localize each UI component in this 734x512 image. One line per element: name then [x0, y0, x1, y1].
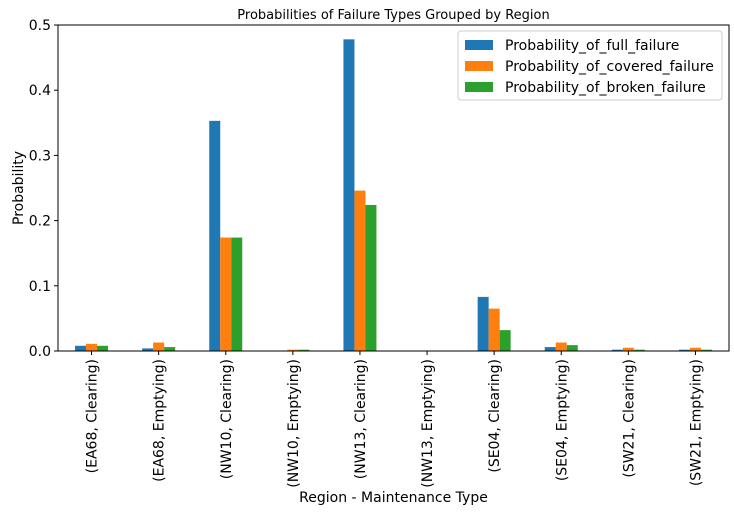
x-tick-label: (SW21, Clearing) [621, 359, 637, 478]
y-tick-label: 0.2 [29, 214, 51, 230]
x-axis-label: Region - Maintenance Type [299, 490, 488, 506]
y-tick-label: 0.4 [29, 83, 51, 99]
bar-1-10 [678, 349, 690, 351]
bar-2-4 [287, 349, 299, 351]
x-tick-label: (EA68, Emptying) [152, 359, 168, 482]
bar-2-10 [689, 347, 701, 351]
x-tick-label: (NW13, Clearing) [353, 359, 369, 479]
bars-group [75, 39, 712, 352]
y-tick-label: 0.0 [29, 344, 51, 360]
bar-1-5 [343, 39, 355, 352]
x-tick-label: (SW21, Emptying) [688, 359, 704, 486]
bar-1-3 [209, 120, 221, 352]
plot-frame [57, 24, 730, 352]
bar-2-2 [153, 342, 165, 351]
bar-2-1 [86, 343, 98, 351]
legend-swatch [465, 40, 493, 50]
x-tick-label: (SE04, Emptying) [554, 359, 570, 481]
y-tick-label: 0.3 [29, 148, 51, 164]
x-tick-label: (NW10, Clearing) [219, 359, 235, 479]
legend: Probability_of_full_failure Probability_o… [457, 30, 723, 101]
bar-1-7 [477, 296, 489, 351]
x-tick-label: (NW10, Emptying) [286, 359, 302, 488]
bar-3-2 [164, 347, 176, 351]
x-tick-label: (SE04, Clearing) [487, 359, 503, 473]
bar-1-9 [611, 349, 623, 351]
chart-title: Probabilities of Failure Types Grouped b… [237, 8, 549, 23]
bar-2-3 [220, 237, 232, 351]
bar-3-3 [231, 237, 243, 351]
legend-swatch [465, 82, 493, 92]
y-tick-label: 0.5 [29, 18, 51, 34]
bar-2-7 [488, 308, 500, 351]
bar-3-4 [298, 349, 310, 351]
bar-2-9 [622, 347, 634, 351]
bar-1-8 [544, 347, 556, 351]
legend-label: Probability_of_broken_failure [505, 80, 706, 96]
bar-1-2 [142, 348, 154, 351]
bar-3-8 [566, 345, 578, 351]
y-axis: 0.0 0.1 0.2 0.3 0.4 0.5 [29, 18, 58, 360]
bar-2-8 [555, 342, 567, 351]
legend-swatch [465, 61, 493, 71]
x-tick-label: (NW13, Emptying) [420, 359, 436, 488]
bar-3-7 [499, 330, 511, 351]
bar-3-10 [700, 349, 712, 351]
y-axis-label: Probability [11, 151, 27, 225]
x-axis: (EA68, Clearing) (EA68, Emptying) (NW10, C… [85, 351, 704, 488]
y-tick-label: 0.1 [29, 279, 51, 295]
bar-3-9 [633, 349, 645, 351]
bar-2-5 [354, 190, 366, 351]
x-tick-label: (EA68, Clearing) [85, 359, 101, 473]
bar-1-1 [75, 345, 87, 351]
bar-3-5 [365, 204, 377, 351]
legend-label: Probability_of_full_failure [505, 38, 679, 54]
legend-box [457, 30, 723, 101]
legend-label: Probability_of_covered_failure [505, 59, 714, 75]
bar-3-1 [97, 345, 109, 351]
